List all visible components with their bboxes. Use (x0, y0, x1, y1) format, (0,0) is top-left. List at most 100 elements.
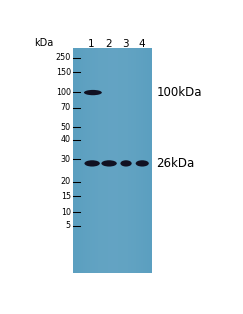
Bar (127, 48, 128, 273)
Bar (97, 48, 98, 273)
Bar (146, 48, 147, 273)
Text: 40: 40 (61, 135, 71, 144)
Bar (112, 48, 113, 273)
Bar (98, 48, 99, 273)
Bar (88, 48, 89, 273)
Bar (111, 48, 112, 273)
Bar (150, 48, 151, 273)
Bar (95, 48, 96, 273)
Text: 100: 100 (56, 88, 71, 97)
Bar (102, 48, 103, 273)
Bar (75, 48, 76, 273)
Bar (142, 48, 143, 273)
Ellipse shape (84, 90, 102, 95)
Text: 50: 50 (61, 123, 71, 132)
Bar (133, 48, 134, 273)
Bar (148, 48, 149, 273)
Bar (143, 48, 144, 273)
Text: 4: 4 (138, 40, 145, 49)
Bar (113, 48, 114, 273)
Bar (91, 48, 92, 273)
Bar (109, 48, 110, 273)
Bar (134, 48, 135, 273)
Bar (116, 48, 117, 273)
Bar (135, 48, 136, 273)
Bar (124, 48, 125, 273)
Bar (122, 48, 123, 273)
Bar (110, 48, 111, 273)
Bar (106, 48, 107, 273)
Bar (101, 48, 102, 273)
Bar (123, 48, 124, 273)
Ellipse shape (120, 160, 132, 166)
Bar (147, 48, 148, 273)
Text: 2: 2 (105, 40, 112, 49)
Bar (132, 48, 133, 273)
Text: 3: 3 (122, 40, 129, 49)
Text: 1: 1 (88, 40, 95, 49)
Bar (149, 48, 150, 273)
Bar (76, 48, 77, 273)
Bar (105, 48, 106, 273)
Bar (125, 48, 126, 273)
Bar (141, 48, 142, 273)
Bar (140, 48, 141, 273)
Bar (114, 48, 115, 273)
Text: 100kDa: 100kDa (156, 86, 202, 99)
Bar (151, 48, 152, 273)
Bar (90, 48, 91, 273)
Text: 70: 70 (61, 103, 71, 112)
Bar (78, 48, 79, 273)
Bar (130, 48, 131, 273)
Text: 10: 10 (61, 208, 71, 217)
Bar (100, 48, 101, 273)
Bar (115, 48, 116, 273)
Text: 20: 20 (61, 177, 71, 186)
Text: 5: 5 (66, 221, 71, 230)
Ellipse shape (136, 160, 149, 166)
Bar (117, 48, 119, 273)
Bar (87, 48, 88, 273)
Bar (99, 48, 100, 273)
Bar (126, 48, 127, 273)
Bar (86, 48, 87, 273)
Bar (96, 48, 97, 273)
Bar (138, 48, 139, 273)
Bar (108, 48, 109, 273)
Text: 150: 150 (56, 68, 71, 77)
Bar (129, 48, 130, 273)
Bar (89, 48, 90, 273)
Bar (83, 48, 84, 273)
Ellipse shape (101, 160, 117, 166)
Bar (103, 48, 104, 273)
Bar (131, 48, 132, 273)
Bar (79, 48, 80, 273)
Bar (145, 48, 146, 273)
Bar (139, 48, 140, 273)
Bar (81, 48, 82, 273)
Bar (73, 48, 74, 273)
Ellipse shape (84, 160, 100, 166)
Bar (80, 48, 81, 273)
Bar (119, 48, 120, 273)
Bar (137, 48, 138, 273)
Bar (120, 48, 121, 273)
Bar (144, 48, 145, 273)
Text: 26kDa: 26kDa (156, 157, 195, 170)
Bar (128, 48, 129, 273)
Bar (94, 48, 95, 273)
Bar (74, 48, 75, 273)
Text: kDa: kDa (34, 38, 53, 48)
Bar (77, 48, 78, 273)
Bar (136, 48, 137, 273)
Bar (82, 48, 83, 273)
Text: 15: 15 (61, 192, 71, 201)
Bar (92, 48, 93, 273)
Text: 250: 250 (56, 53, 71, 62)
Bar (93, 48, 94, 273)
Bar (107, 48, 108, 273)
Bar (85, 48, 86, 273)
Bar (104, 48, 105, 273)
Text: 30: 30 (61, 155, 71, 164)
Bar (121, 48, 122, 273)
